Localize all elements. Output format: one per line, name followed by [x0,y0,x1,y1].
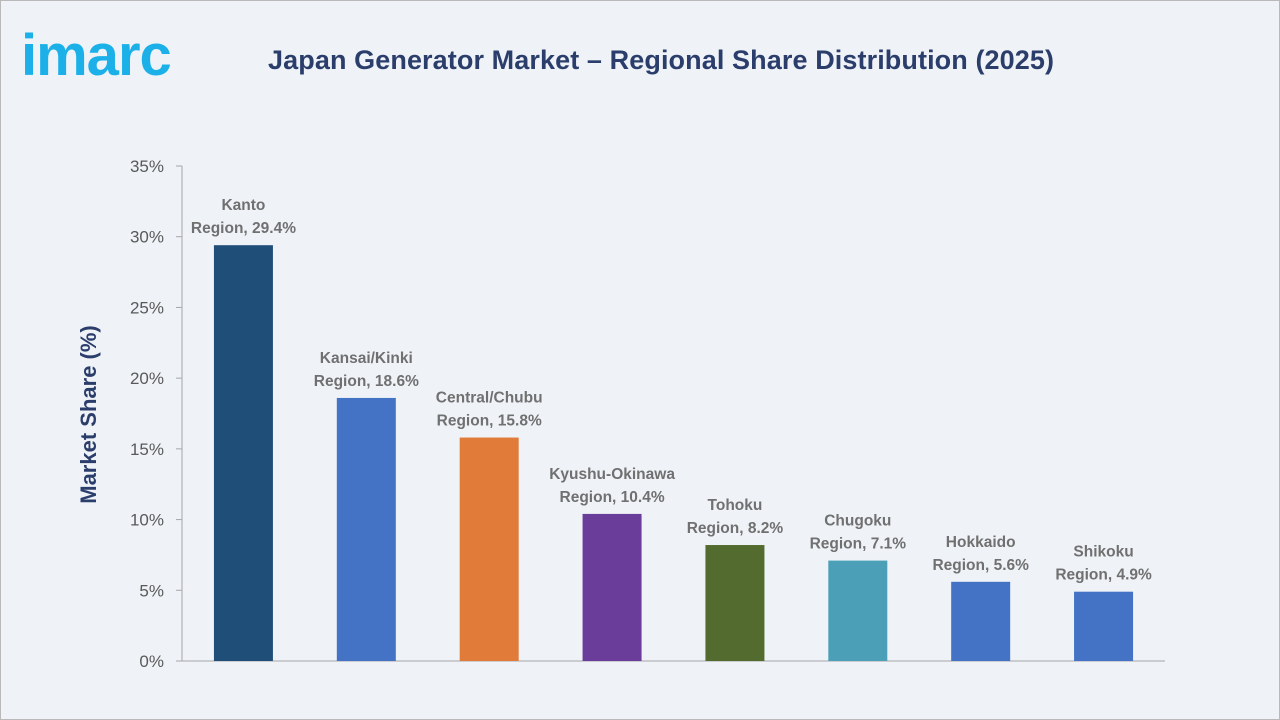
bar [705,545,765,661]
data-label: Central/Chubu [436,390,543,407]
data-label: Kanto [221,197,265,214]
data-label: Tohoku [708,497,763,514]
data-label: Hokkaido [946,534,1016,551]
data-label: Region, 10.4% [560,489,665,506]
bar [1074,591,1134,661]
data-label: Shikoku [1073,544,1133,561]
data-label: Chugoku [824,513,891,530]
data-label: Region, 5.6% [932,557,1029,574]
bar [459,437,519,661]
bar [213,245,273,661]
y-tick-label: 25% [130,298,164,317]
y-axis-title: Market Share (%) [76,325,101,504]
data-label: Kyushu-Okinawa [549,466,675,483]
chart-title: Japan Generator Market – Regional Share … [268,45,1055,75]
data-label: Region, 29.4% [191,220,296,237]
y-tick-label: 20% [130,369,164,388]
y-tick-label: 15% [130,440,164,459]
bar [951,581,1011,661]
imarc-logo: imarc [21,23,172,83]
bar [336,397,396,661]
data-label: Region, 15.8% [437,413,542,430]
data-label: Region, 7.1% [810,536,907,553]
data-label: Region, 18.6% [314,373,419,390]
bar [828,560,888,661]
y-tick-label: 30% [130,228,164,247]
y-tick-label: 0% [139,652,164,671]
bar [582,513,642,661]
y-tick-label: 10% [130,511,164,530]
data-label: Region, 8.2% [687,520,784,537]
data-label: Region, 4.9% [1055,567,1152,584]
svg-text:imarc: imarc [21,23,171,83]
y-tick-label: 35% [130,157,164,176]
y-tick-label: 5% [139,581,164,600]
data-label: Kansai/Kinki [320,350,413,367]
